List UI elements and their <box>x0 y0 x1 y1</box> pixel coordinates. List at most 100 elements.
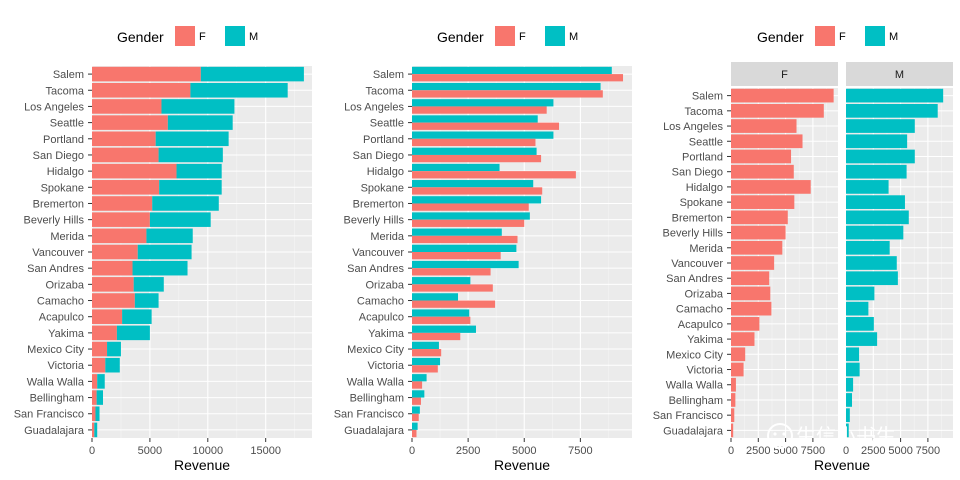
bar-f <box>412 154 542 163</box>
bar-m <box>97 374 105 389</box>
bar-f <box>731 210 788 225</box>
y-tick-label: Beverly Hills <box>23 215 84 227</box>
wechat-logo-dot <box>782 432 786 436</box>
bar-f <box>412 349 442 357</box>
x-tick-label: 15000 <box>250 445 281 457</box>
bar-f <box>731 286 771 301</box>
bar-m <box>846 240 890 255</box>
y-tick-label: Orizaba <box>684 288 723 300</box>
bar-m <box>412 115 538 123</box>
bar-f <box>92 422 95 438</box>
facet-strip <box>731 62 838 86</box>
y-tick-label: Mexico City <box>347 344 404 356</box>
bar-m <box>412 374 427 382</box>
bar-m <box>412 422 418 430</box>
y-tick-label: Bellingham <box>30 393 84 405</box>
bar-m <box>412 357 441 366</box>
y-tick-label: Acapulco <box>678 319 723 331</box>
x-tick-label: 5000 <box>888 445 912 457</box>
x-tick-label: 0 <box>409 445 415 457</box>
y-tick-label: Bellingham <box>350 393 404 405</box>
bar-f <box>731 119 797 133</box>
y-tick-label: Salem <box>53 69 84 81</box>
bar-f <box>412 171 576 179</box>
bar-m <box>412 341 439 350</box>
bar-f <box>92 244 138 260</box>
y-tick-label: Los Angeles <box>344 101 404 113</box>
bar-f <box>412 138 536 147</box>
y-tick-label: San Diego <box>33 150 84 162</box>
bar-m <box>116 325 150 341</box>
bar-m <box>846 180 889 194</box>
bar-f <box>412 74 624 82</box>
bar-m <box>846 301 869 316</box>
bar-f <box>92 66 201 82</box>
bar-f <box>731 103 824 118</box>
y-tick-label: Portland <box>682 151 723 163</box>
y-tick-label: Guadalajara <box>24 425 85 437</box>
bar-f <box>731 180 811 194</box>
x-tick-label: 0 <box>843 445 849 457</box>
y-tick-label: Acapulco <box>359 312 404 324</box>
y-tick-label: Bellingham <box>669 395 723 407</box>
watermark: 生信小书生 <box>767 423 896 449</box>
bar-m <box>412 390 425 398</box>
legend-key-f <box>175 26 195 46</box>
legend-label: M <box>569 31 578 43</box>
bar-m <box>412 406 420 414</box>
bar-m <box>412 180 534 188</box>
legend-2: Gender F M <box>757 26 898 46</box>
wechat-logo-dot <box>773 432 777 436</box>
y-tick-label: Merida <box>50 231 85 243</box>
y-tick-label: Bremerton <box>672 212 723 224</box>
legend-label: M <box>889 31 898 43</box>
bar-m <box>412 260 519 269</box>
bar-m <box>846 149 915 164</box>
bar-f <box>412 235 518 244</box>
x-tick-label: 2500 <box>861 445 885 457</box>
bar-m <box>846 271 898 286</box>
bar-f <box>731 240 783 255</box>
bar-m <box>176 163 222 179</box>
bar-m <box>846 164 907 179</box>
x-tick-label: 5000 <box>512 445 536 457</box>
bar-m <box>846 286 875 301</box>
bar-m <box>846 347 860 362</box>
y-tick-label: Hidalgo <box>367 166 404 178</box>
bar-f <box>92 99 162 114</box>
plot-panel-2-0 <box>730 88 838 438</box>
y-tick-label: Orizaba <box>45 279 84 291</box>
legend-label: M <box>249 31 258 43</box>
bar-f <box>412 316 471 324</box>
bar-m <box>846 256 897 270</box>
y-tick-label: San Francisco <box>653 410 723 422</box>
bar-m <box>846 393 853 407</box>
bar-m <box>149 212 211 227</box>
bar-m <box>846 225 904 240</box>
legend-label: F <box>199 31 206 43</box>
y-tick-label: Beverly Hills <box>343 215 404 227</box>
bar-f <box>92 341 108 357</box>
legend-label: F <box>519 31 526 43</box>
legend-title: Gender <box>437 29 484 45</box>
y-tick-label: Seattle <box>689 136 723 148</box>
facet-strip <box>846 62 953 86</box>
bar-m <box>846 423 849 438</box>
bar-m <box>161 99 235 114</box>
bar-f <box>92 82 191 98</box>
bar-m <box>152 196 219 211</box>
plot-panel-0 <box>91 66 312 438</box>
bar-f <box>412 397 421 405</box>
legend-title: Gender <box>117 29 164 45</box>
bar-m <box>122 309 152 324</box>
bar-f <box>412 203 529 211</box>
y-tick-label: Los Angeles <box>24 101 84 113</box>
bar-f <box>412 187 543 195</box>
bar-f <box>92 163 177 179</box>
y-tick-label: Camacho <box>357 296 404 308</box>
bar-f <box>412 252 501 260</box>
y-tick-label: Seattle <box>370 118 404 130</box>
y-tick-label: Bremerton <box>33 198 84 210</box>
bar-f <box>92 309 123 324</box>
